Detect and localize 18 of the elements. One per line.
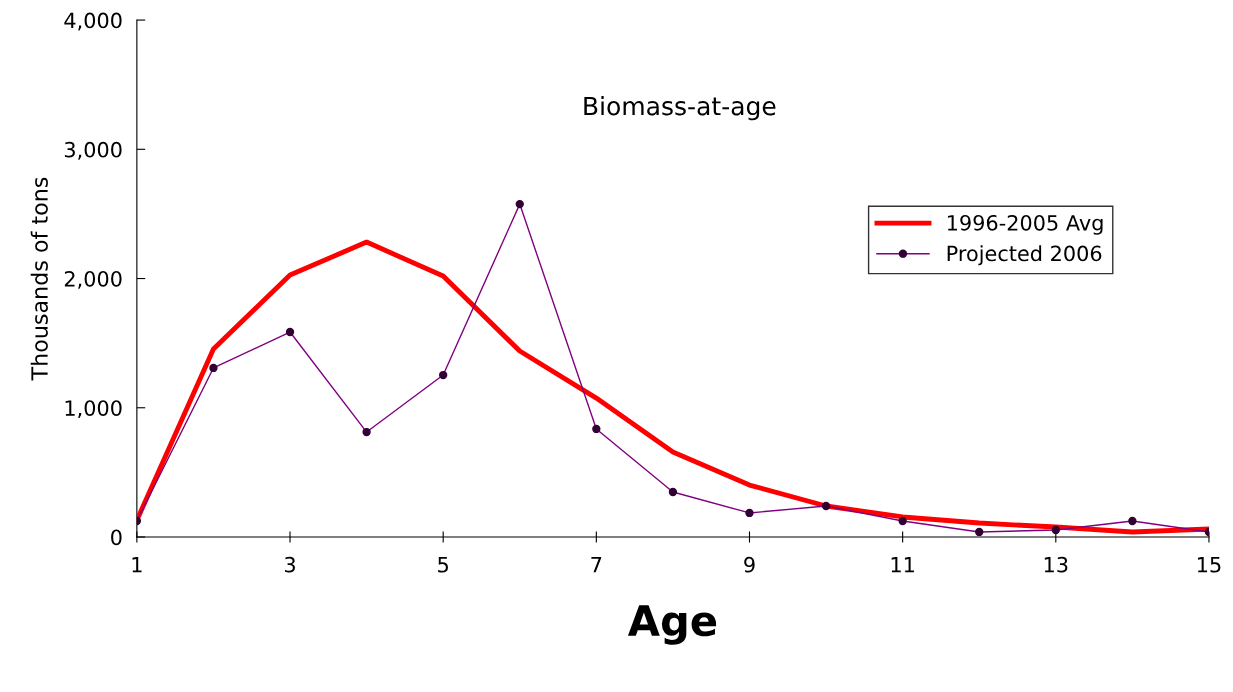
legend-label: Projected 2006 — [947, 245, 1102, 266]
y-tick-label: 3,000 — [64, 141, 122, 160]
y-tick-label: 1,000 — [65, 400, 122, 419]
x-tick-label: 9 — [744, 556, 755, 573]
x-tick-label: 1 — [132, 557, 142, 573]
text: Biomass-at-age — [584, 96, 776, 121]
x-tick-label: 3 — [284, 556, 295, 573]
x-tick-label: 15 — [1197, 557, 1221, 573]
y-tick-label: 4,000 — [64, 12, 122, 31]
x-tick-label: 5 — [438, 557, 448, 573]
x-tick-label: 13 — [1044, 556, 1068, 573]
x-tick-label: 11 — [891, 557, 914, 573]
y-tick-label: 0 — [111, 529, 122, 546]
x-tick-label: 7 — [591, 557, 602, 573]
y-tick-label: 2,000 — [64, 270, 122, 289]
x-axis-title: Age — [627, 605, 717, 645]
legend-label: 1996-2005 Avg — [947, 214, 1103, 235]
y-axis-title: Thousands of tons — [30, 177, 48, 381]
